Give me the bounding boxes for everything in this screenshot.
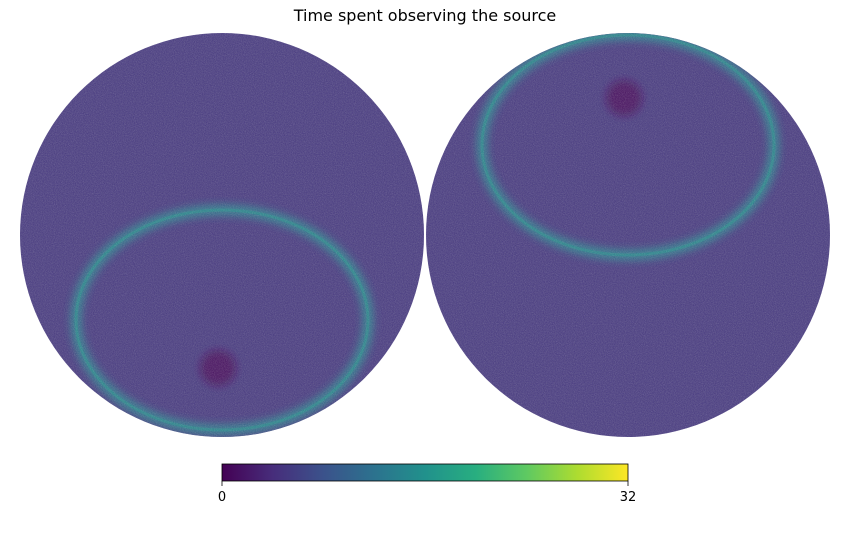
colorbar-tick-label-min: 0 xyxy=(218,490,226,505)
left-hemisphere-noise xyxy=(20,33,424,437)
right-hemisphere xyxy=(426,33,830,437)
chart-title: Time spent observing the source xyxy=(293,6,557,25)
colorbar-tick-label-max: 32 xyxy=(620,490,637,505)
left-hemisphere xyxy=(20,33,424,437)
colorbar: 0 32 xyxy=(218,463,637,505)
colorbar-gradient xyxy=(221,463,629,482)
right-hemisphere-noise xyxy=(426,33,830,437)
